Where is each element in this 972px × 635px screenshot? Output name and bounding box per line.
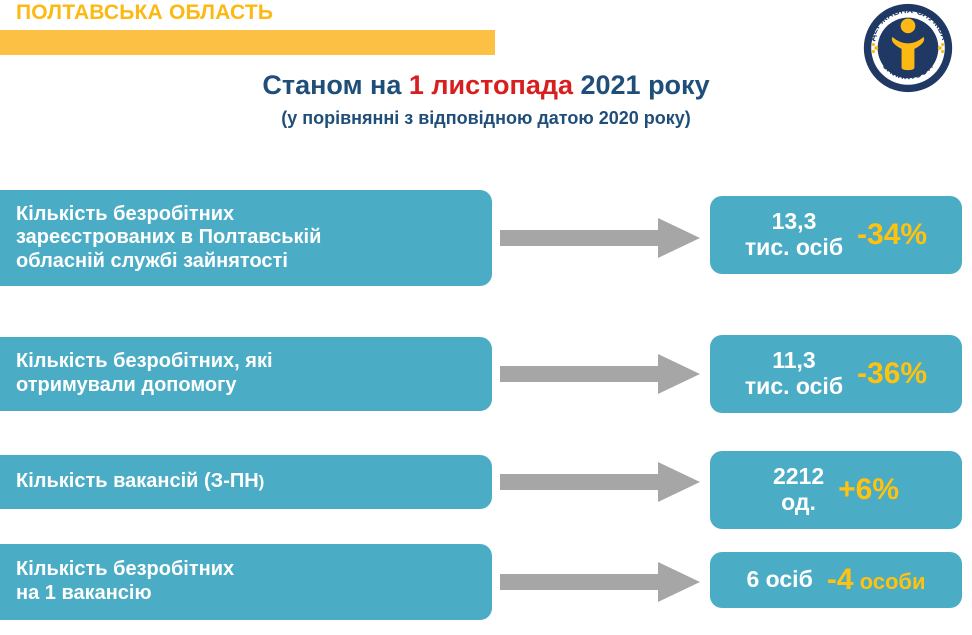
- stat-label-text-2: Кількість безробітних, які отримували до…: [16, 350, 273, 396]
- stat-label-text-3: Кількість вакансій (З-ПН): [16, 470, 264, 494]
- stat-label-text-1: Кількість безробітних зареєстрованих в П…: [16, 202, 322, 272]
- header-accent-bar: [0, 30, 495, 55]
- stat-label-box-2: Кількість безробітних, які отримували до…: [0, 337, 492, 411]
- page-subtitle: (у порівнянні з відповідною датою 2020 р…: [281, 108, 691, 128]
- region-header: ПОЛТАВСЬКА ОБЛАСТЬ: [0, 0, 500, 60]
- arrow-right-row-3: [500, 462, 700, 502]
- title-part-2: 2021 року: [573, 70, 710, 100]
- stat-value-3: 2212 од.: [772, 463, 825, 515]
- stat-delta-4: -4 особи: [827, 565, 926, 595]
- stat-label-text-3-main: Кількість вакансій (З-ПН: [16, 470, 259, 493]
- stat-delta-4-number: -4: [826, 563, 854, 596]
- stat-delta-1: -34%: [857, 218, 928, 251]
- stat-delta-4-unit: особи: [853, 569, 926, 594]
- title-highlight-date: 1 листопада: [408, 70, 573, 100]
- arrow-right-row-4: [500, 562, 700, 602]
- region-title: ПОЛТАВСЬКА ОБЛАСТЬ: [16, 1, 274, 24]
- stat-value-box-3: 2212 од. +6%: [710, 451, 962, 529]
- stat-value-1: 13,3 тис. осіб: [744, 208, 844, 260]
- stat-value-4: 6 осіб: [746, 566, 813, 593]
- stat-label-text-4: Кількість безробітних на 1 вакансію: [16, 558, 235, 604]
- stat-value-box-1: 13,3 тис. осіб -34%: [710, 196, 962, 274]
- page-title: Станом на 1 листопада 2021 року: [0, 70, 972, 101]
- stat-label-text-3-suffix: ): [258, 472, 265, 492]
- stat-label-box-1: Кількість безробітних зареєстрованих в П…: [0, 190, 492, 286]
- stat-label-box-4: Кількість безробітних на 1 вакансію: [0, 544, 492, 620]
- stat-delta-2: -36%: [857, 357, 928, 390]
- stat-value-box-2: 11,3 тис. осіб -36%: [710, 335, 962, 413]
- stat-value-box-4: 6 осіб -4 особи: [710, 552, 962, 608]
- stat-label-box-3: Кількість вакансій (З-ПН): [0, 455, 492, 509]
- arrow-right-row-2: [500, 354, 700, 394]
- title-part-1: Станом на: [262, 70, 409, 100]
- state-employment-service-logo: ДЕРЖАВНА СЛУЖБА ЗАЙНЯТОСТІ: [862, 2, 954, 94]
- stat-value-2: 11,3 тис. осіб: [744, 347, 844, 399]
- stat-delta-3: +6%: [838, 473, 900, 506]
- arrow-right-row-1: [500, 218, 700, 258]
